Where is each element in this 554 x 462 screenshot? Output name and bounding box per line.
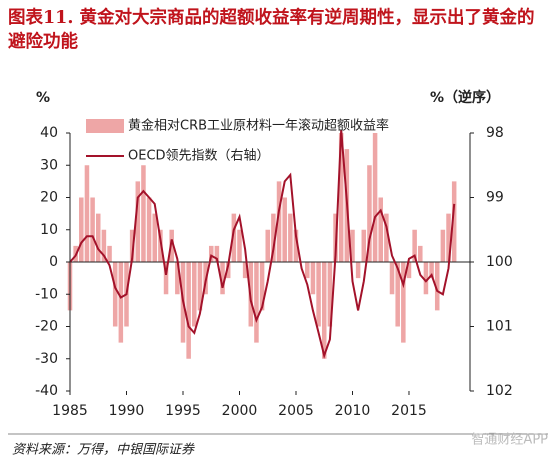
chart-title: 图表11. 黄金对大宗商品的超额收益率有逆周期性，显示出了黄金的避险功能: [8, 8, 535, 52]
bar: [401, 262, 406, 343]
bar: [158, 229, 163, 262]
bar: [451, 181, 457, 262]
y2-tick-label: 102: [486, 383, 513, 399]
bar: [186, 262, 191, 359]
bar: [112, 262, 118, 327]
y-tick-label: -40: [35, 383, 58, 399]
legend-label: OECD领先指数（右轴）: [128, 149, 270, 164]
bar: [406, 262, 412, 279]
bar: [208, 245, 214, 262]
bar: [418, 245, 423, 262]
y-tick-label: 30: [40, 157, 58, 173]
bar: [118, 262, 124, 343]
y-tick-label: 40: [40, 125, 58, 141]
bar: [282, 197, 287, 262]
bar: [310, 262, 316, 295]
bar: [169, 229, 174, 262]
bar: [316, 262, 321, 327]
bar: [412, 229, 417, 262]
bar: [434, 262, 440, 311]
bar: [101, 229, 107, 262]
bar: [321, 262, 327, 359]
bar: [259, 262, 265, 311]
y-axis-label: %: [36, 90, 50, 106]
x-tick-label: 2015: [391, 403, 427, 419]
y-tick-label: -30: [35, 351, 58, 367]
y2-tick-label: 101: [486, 319, 513, 335]
bar: [231, 213, 237, 262]
bar: [141, 165, 146, 262]
legend-label: 黄金相对CRB工业原材料一年滚动超额收益率: [128, 118, 389, 134]
y2-tick-label: 98: [486, 125, 504, 141]
bar: [163, 262, 169, 295]
bar: [95, 213, 101, 262]
bar: [271, 213, 276, 262]
bar: [175, 262, 180, 295]
bar: [90, 197, 95, 262]
bar: [288, 213, 293, 262]
bar: [338, 133, 344, 262]
bar: [254, 262, 259, 343]
bar: [242, 262, 248, 279]
bar: [355, 262, 361, 279]
bar: [192, 262, 197, 327]
y-tick-label: 20: [40, 190, 58, 206]
x-tick-label: 2005: [278, 403, 314, 419]
legend-swatch: [86, 119, 124, 133]
bar: [305, 262, 310, 279]
bar: [440, 229, 446, 262]
bar: [79, 197, 84, 262]
x-tick-label: 1995: [165, 403, 201, 419]
bar: [378, 197, 383, 262]
x-tick-label: 1990: [109, 403, 145, 419]
bar: [225, 262, 231, 279]
bar: [129, 229, 135, 262]
bar: [367, 165, 372, 262]
bar: [237, 229, 242, 262]
bar: [327, 262, 333, 327]
x-tick-label: 2010: [335, 403, 371, 419]
bar: [276, 181, 282, 262]
bar: [197, 262, 203, 311]
bar: [152, 213, 158, 262]
y-tick-label: -20: [35, 319, 58, 335]
line: [69, 129, 456, 359]
bar: [220, 262, 225, 295]
bar: [84, 165, 90, 262]
bar: [293, 229, 299, 262]
x-tick-label: 2000: [222, 403, 258, 419]
bar: [389, 262, 395, 295]
y-tick-label: -10: [35, 286, 58, 302]
bar: [265, 229, 270, 262]
bar: [135, 181, 141, 262]
bar: [446, 213, 451, 262]
bar: [429, 262, 434, 279]
bar: [361, 229, 367, 262]
y2-tick-label: 100: [486, 254, 513, 270]
y2-tick-label: 99: [486, 190, 504, 206]
bar: [384, 213, 389, 262]
bar: [395, 262, 400, 327]
y2-axis-label: %（逆序）: [430, 89, 500, 106]
bar: [423, 262, 429, 295]
y-tick-label: 10: [40, 222, 58, 238]
source: 资料来源：万得，中银国际证券: [12, 443, 195, 458]
bar: [372, 133, 378, 262]
bar: [107, 245, 112, 262]
x-tick-label: 1985: [52, 403, 88, 419]
watermark: 智通财经APP: [471, 433, 548, 448]
bar: [146, 197, 152, 262]
bar: [214, 245, 220, 262]
bar: [350, 229, 355, 262]
y-tick-label: 0: [49, 254, 58, 270]
